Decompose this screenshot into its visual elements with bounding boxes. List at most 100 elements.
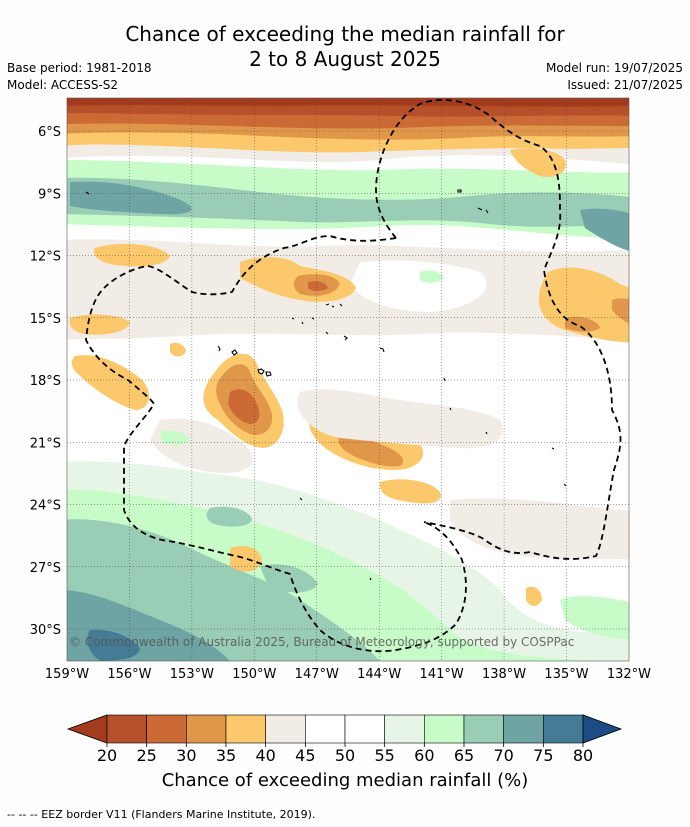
colorbar-tick-label: 40: [255, 746, 275, 765]
footer-note: -- -- -- EEZ border V11 (Flanders Marine…: [7, 808, 316, 821]
island-10: [457, 189, 462, 193]
green-patch-mid-1: [420, 270, 444, 283]
colorbar-tick-label: 30: [176, 746, 196, 765]
probability-field: [67, 98, 629, 661]
amber-patch-small-4: [170, 342, 186, 357]
colorbar-tick-label: 75: [533, 746, 553, 765]
rust-patch-center: [308, 281, 328, 291]
south-green-patch-east: [560, 596, 629, 640]
island-2: [231, 349, 238, 356]
orange-band-145w: [338, 434, 404, 467]
amber-streak-south: [379, 479, 441, 504]
eez-cook-islands: [85, 235, 467, 653]
map-frame: [66, 97, 630, 662]
north-teal-dark-patch: [70, 181, 192, 215]
orange-patch-east: [565, 316, 600, 332]
island-7: [379, 347, 385, 353]
island-12: [85, 191, 90, 195]
lon-label: 141°W: [420, 667, 464, 682]
island-8: [325, 303, 343, 308]
colorbar-segment: [186, 714, 227, 744]
south-teal-patch-2: [260, 564, 318, 593]
light-region-center: [297, 389, 503, 449]
base-period: Base period: 1981-2018: [7, 61, 152, 75]
colorbar-segment: [424, 714, 465, 744]
north-darkest-band: [67, 98, 629, 107]
colorbar-segment: [305, 714, 346, 744]
meta-right: Model run: 19/07/2025 Issued: 21/07/2025: [546, 60, 683, 94]
island-4: [265, 371, 272, 377]
meta-left: Base period: 1981-2018 Model: ACCESS-S2: [7, 60, 152, 94]
colorbar-tick-label: 50: [335, 746, 355, 765]
lon-label: 150°W: [232, 667, 276, 682]
colorbar-tick-label: 70: [493, 746, 513, 765]
colorbar-low-extend: [66, 714, 108, 744]
eez-border: [85, 99, 622, 653]
lon-label: 144°W: [357, 667, 401, 682]
island-14: [299, 497, 372, 581]
colorbar-tick-label: 65: [454, 746, 474, 765]
lat-label: 27°S: [30, 561, 61, 576]
light-region-east: [450, 498, 629, 560]
latitude-labels: 6°S 9°S 12°S 15°S 18°S 21°S 24°S 27°S 30°S: [30, 125, 61, 638]
lat-label: 12°S: [30, 250, 61, 265]
south-blue-patch: [87, 629, 140, 661]
island-11: [477, 207, 489, 214]
colorbar-segment: [344, 714, 385, 744]
lat-label: 18°S: [30, 374, 61, 389]
model-run: Model run: 19/07/2025: [545, 61, 683, 75]
colorbar-tick-label: 55: [374, 746, 394, 765]
colorbar-segment: [543, 714, 584, 744]
colorbar-tick-label: 35: [216, 746, 236, 765]
amber-patch-west-2: [69, 314, 130, 335]
colorbar-tick-label: 25: [136, 746, 156, 765]
north-teal-band: [67, 177, 629, 227]
lon-label: 153°W: [170, 667, 214, 682]
map-title: Chance of exceeding the median rainfall …: [0, 22, 690, 72]
lon-label: 159°W: [45, 667, 89, 682]
colorbar-segment: [265, 714, 306, 744]
lat-label: 21°S: [30, 436, 61, 451]
eez-kiribati: [375, 99, 622, 560]
colorbar-tick-label: 80: [573, 746, 593, 765]
orange-patch-far-east: [612, 298, 629, 324]
colorbar-segment: [146, 714, 187, 744]
colorbar-tick-labels: 20 25 30 35 40 45 50 55 60 65 70 75 80: [97, 743, 593, 765]
lat-label: 6°S: [38, 125, 61, 140]
colorbar-tick-label: 20: [97, 746, 117, 765]
lat-label: 9°S: [38, 187, 61, 202]
island-5: [325, 331, 329, 335]
copyright-notice: © Commonwealth of Australia 2025, Bureau…: [69, 635, 574, 649]
island-1: [217, 345, 221, 352]
colorbar-high-extend: [582, 714, 623, 744]
colorbar-tick-label: 45: [295, 746, 315, 765]
longitude-labels: 159°W 156°W 153°W 150°W 147°W 144°W 141°W 138°W…: [45, 667, 651, 682]
green-patch-mid-2: [160, 430, 190, 445]
issued-date: Issued: 21/07/2025: [567, 78, 683, 92]
island-15: [551, 447, 567, 487]
mid-white-gap: [350, 260, 487, 312]
island-coastlines: [85, 189, 567, 581]
north-teal-dark-patch-2: [580, 208, 629, 251]
colorbar-segment: [106, 714, 147, 744]
amber-patch-east: [539, 267, 629, 343]
lon-label: 135°W: [544, 667, 588, 682]
title-line-1: Chance of exceeding the median rainfall …: [125, 22, 565, 46]
south-teal-patch-east: [206, 506, 252, 527]
lon-label: 132°W: [607, 667, 651, 682]
rust-blob-150w: [228, 389, 260, 424]
colorbar-segment: [463, 714, 504, 744]
map-border: [66, 97, 630, 662]
amber-patch-small-3: [526, 586, 542, 606]
lon-label: 156°W: [107, 667, 151, 682]
colorbar-segment: [503, 714, 544, 744]
colorbar-label: Chance of exceeding median rainfall (%): [161, 770, 529, 791]
island-3: [257, 368, 265, 375]
colorbar-tick-label: 60: [414, 746, 434, 765]
lat-label: 15°S: [30, 312, 61, 327]
amber-patch-west: [93, 243, 170, 267]
lon-label: 147°W: [295, 667, 339, 682]
title-line-2: 2 to 8 August 2025: [249, 47, 441, 71]
amber-patch-west-3: [71, 355, 150, 410]
